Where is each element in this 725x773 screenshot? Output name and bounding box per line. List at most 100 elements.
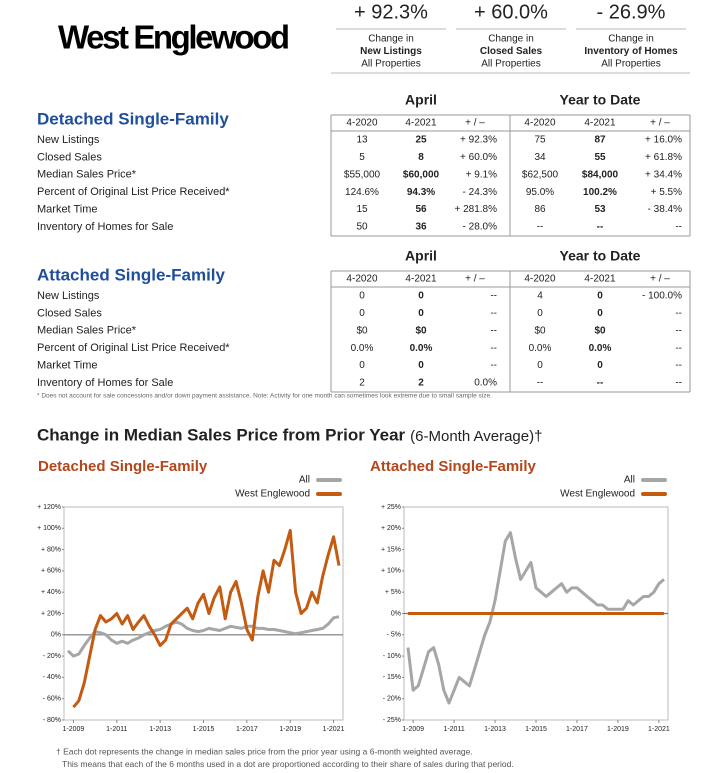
- y-tick-label: - 5%: [387, 632, 401, 639]
- table-cell: 95.0%: [526, 187, 554, 198]
- table-cell: --: [675, 308, 682, 319]
- y-tick-label: + 10%: [381, 568, 401, 575]
- column-header: + / –: [465, 118, 485, 129]
- column-header: 4-2021: [405, 118, 437, 129]
- table-cell: 50: [356, 222, 368, 233]
- section-subtitle: (6-Month Average)†: [410, 428, 542, 445]
- table-cell: 86: [534, 204, 546, 215]
- x-tick-label: 1-2011: [443, 726, 464, 733]
- chart-title: Detached Single-Family: [38, 458, 208, 475]
- summary-label: All Properties: [481, 59, 540, 70]
- y-tick-label: + 100%: [37, 525, 61, 532]
- table-cell: 0: [597, 308, 603, 319]
- table-cell: 100.2%: [583, 187, 617, 198]
- table-cell: - 38.4%: [648, 204, 683, 215]
- table-cell: --: [675, 325, 682, 336]
- table-cell: + 281.8%: [454, 204, 497, 215]
- table-cell: 36: [415, 222, 427, 233]
- table-cell: --: [675, 378, 682, 389]
- table-cell: 0: [537, 308, 543, 319]
- y-tick-label: + 25%: [381, 504, 401, 511]
- summary-label: Inventory of Homes: [584, 46, 678, 57]
- y-tick-label: - 40%: [43, 674, 61, 681]
- summary-label: New Listings: [360, 46, 422, 57]
- row-label: Inventory of Homes for Sale: [37, 377, 173, 389]
- group-header: Year to Date: [560, 92, 641, 108]
- table-cell: 13: [356, 135, 368, 146]
- table-cell: 34: [534, 152, 546, 163]
- table-cell: 2: [418, 378, 424, 389]
- table-cell: 0: [418, 360, 424, 371]
- y-tick-label: - 80%: [43, 717, 61, 724]
- y-tick-label: + 80%: [41, 546, 61, 553]
- table-cell: 25: [415, 135, 427, 146]
- table-cell: - 100.0%: [642, 291, 682, 302]
- x-tick-label: 1-2021: [648, 726, 670, 733]
- row-label: Inventory of Homes for Sale: [37, 221, 173, 233]
- table-cell: + 34.4%: [645, 169, 682, 180]
- summary-label: Closed Sales: [480, 46, 543, 57]
- legend-label: West Englewood: [560, 489, 635, 500]
- table-cell: --: [490, 343, 497, 354]
- row-label: Percent of Original List Price Received*: [37, 342, 230, 354]
- row-label: Market Time: [37, 204, 98, 216]
- column-header: 4-2020: [524, 118, 556, 129]
- legend-label: All: [299, 475, 310, 486]
- x-tick-label: 1-2017: [566, 726, 588, 733]
- legend-label: West Englewood: [235, 489, 310, 500]
- y-tick-label: 0%: [51, 632, 61, 639]
- row-label: New Listings: [37, 290, 100, 302]
- table-cell: 0: [359, 360, 365, 371]
- page-title: West Englewood: [58, 19, 290, 56]
- group-header: April: [405, 92, 437, 108]
- table-cell: 0.0%: [474, 378, 497, 389]
- group-header: Year to Date: [560, 248, 641, 264]
- table-cell: --: [597, 378, 604, 389]
- table-title: Detached Single-Family: [37, 109, 229, 128]
- row-label: Closed Sales: [37, 151, 102, 163]
- row-label: Percent of Original List Price Received*: [37, 186, 230, 198]
- table-cell: --: [537, 222, 544, 233]
- column-header: + / –: [650, 274, 670, 285]
- x-tick-label: 1-2019: [607, 726, 629, 733]
- summary-label: All Properties: [361, 59, 420, 70]
- column-header: + / –: [465, 274, 485, 285]
- table-cell: $0: [415, 325, 427, 336]
- table-note: * Does not account for sale concessions …: [37, 393, 492, 400]
- y-tick-label: + 15%: [381, 546, 401, 553]
- table-cell: --: [537, 378, 544, 389]
- column-header: 4-2021: [405, 274, 437, 285]
- table-cell: --: [490, 308, 497, 319]
- table-cell: --: [597, 222, 604, 233]
- summary-label: Change in: [368, 34, 414, 45]
- row-label: Median Sales Price*: [37, 169, 137, 181]
- column-header: 4-2021: [584, 274, 616, 285]
- y-tick-label: - 10%: [383, 653, 401, 660]
- table-cell: --: [490, 325, 497, 336]
- x-tick-label: 1-2009: [402, 726, 424, 733]
- x-tick-label: 1-2017: [236, 726, 258, 733]
- y-tick-label: - 25%: [383, 717, 401, 724]
- x-tick-label: 1-2011: [106, 726, 127, 733]
- table-cell: $0: [594, 325, 606, 336]
- column-header: 4-2020: [524, 274, 556, 285]
- table-cell: - 28.0%: [463, 222, 498, 233]
- table-cell: + 5.5%: [651, 187, 683, 198]
- y-tick-label: + 120%: [37, 504, 61, 511]
- y-tick-label: + 40%: [41, 589, 61, 596]
- summary-value: + 92.3%: [354, 1, 428, 23]
- column-header: 4-2021: [584, 118, 616, 129]
- y-tick-label: - 20%: [383, 696, 401, 703]
- table-cell: 5: [359, 152, 365, 163]
- summary-label: All Properties: [601, 59, 660, 70]
- group-header: April: [405, 248, 437, 264]
- table-cell: 4: [537, 291, 543, 302]
- column-header: 4-2020: [346, 118, 378, 129]
- y-tick-label: + 60%: [41, 568, 61, 575]
- summary-label: Change in: [488, 34, 534, 45]
- table-cell: --: [675, 360, 682, 371]
- table-cell: 0.0%: [529, 343, 552, 354]
- table-cell: + 9.1%: [466, 169, 498, 180]
- table-cell: 2: [359, 378, 365, 389]
- summary-label: Change in: [608, 34, 654, 45]
